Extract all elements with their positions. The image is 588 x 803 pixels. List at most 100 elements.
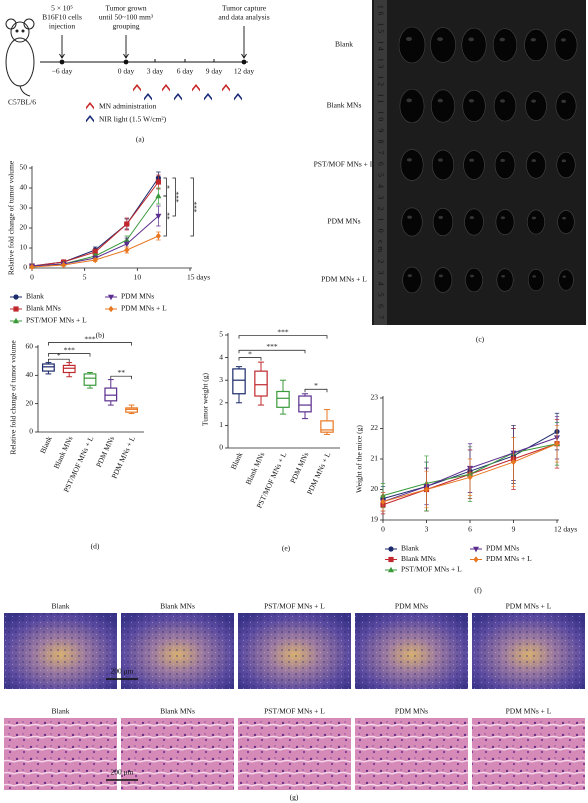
tumor [400, 149, 424, 181]
y-tick-label: 21 [371, 454, 379, 463]
tumor-gloss [531, 216, 536, 220]
significance-label: *** [266, 342, 278, 351]
micrograph [121, 718, 234, 790]
tumor [464, 208, 484, 236]
tumor [556, 151, 576, 179]
tumor [401, 207, 423, 237]
y-tick-label: 60 [26, 342, 34, 351]
chevron [162, 84, 170, 92]
tumor [492, 28, 518, 62]
marker [92, 256, 98, 264]
y-tick-label: 20 [371, 484, 379, 493]
x-tick-label: 10 [134, 273, 142, 282]
significance-bracket [238, 349, 306, 354]
significance-bracket [304, 388, 328, 393]
y-tick-label: 20 [20, 223, 28, 232]
legend-label: PDM MNs [121, 292, 154, 301]
tumor-gloss [469, 158, 474, 162]
box [254, 370, 268, 397]
significance-bracket [190, 177, 194, 237]
ruler-scale: 16 15 14 13 12 11 10 9 8 7 6 5 4 3 2 1 0… [376, 5, 385, 319]
chevron [86, 115, 94, 123]
tumor [525, 91, 547, 121]
tumor-gloss [500, 158, 505, 162]
tumor [493, 90, 517, 122]
injection-text: B16F10 cells [42, 13, 82, 22]
y-tick-label: 23 [371, 393, 379, 402]
y-tick-label: 0 [219, 443, 223, 452]
tumor [557, 210, 575, 234]
x-tick-label: Blank [229, 451, 245, 471]
y-tick-label: 4 [219, 352, 223, 361]
legend-label: Blank [26, 292, 44, 301]
significance-bracket [48, 358, 70, 363]
tumor [558, 269, 574, 291]
significance-label: * [165, 185, 174, 189]
significance-label: *** [277, 327, 289, 336]
marker [155, 192, 162, 199]
y-tick-label: 10 [20, 243, 28, 252]
tumor-gloss [530, 37, 536, 42]
arrow-head [123, 53, 129, 59]
marker [124, 246, 130, 254]
chevron [222, 84, 230, 92]
tumor [526, 151, 546, 179]
x-tick-label: Blank MNs [52, 435, 75, 470]
tumor-gloss [562, 216, 567, 220]
significance-bracket [238, 357, 262, 361]
micrograph [238, 718, 351, 790]
arrow-head [241, 53, 247, 59]
tumor-gloss [407, 274, 412, 278]
chevron [204, 93, 212, 101]
box [276, 390, 290, 408]
y-axis-label: Relative fold change of tumor volume [9, 340, 18, 455]
significance-label: * [248, 349, 252, 358]
tumor-gloss [468, 37, 474, 42]
tumor-gloss [407, 215, 412, 219]
panel-label: (a) [136, 135, 145, 144]
x-tick-label: 12 days [554, 525, 577, 534]
micrograph [355, 718, 468, 790]
tumor [524, 28, 548, 62]
group-label: PDM MNs [395, 707, 428, 716]
tumor [402, 266, 422, 294]
legend-marker [388, 566, 394, 573]
scale-label: 200 μm [111, 768, 134, 777]
day-label: −6 day [52, 67, 73, 76]
marker [123, 241, 130, 248]
tumor-gloss [562, 275, 566, 278]
day-label: 12 day [234, 67, 254, 76]
y-tick-label: 2 [219, 398, 223, 407]
group-label: PDM MNs [395, 602, 428, 611]
group-label: Blank [335, 40, 353, 49]
panel-label: (d) [91, 542, 100, 551]
grouping-text: Tumor grown [105, 4, 146, 13]
chevron [174, 93, 182, 101]
tumor-gloss [560, 38, 566, 42]
tumor [526, 209, 546, 235]
ruler [374, 0, 387, 325]
injection-text: injection [49, 22, 75, 31]
group-label: PST/MOF MNs + L [264, 707, 325, 716]
tumor-gloss [438, 274, 443, 278]
tumor-gloss [437, 37, 443, 42]
panel-label: (f) [474, 586, 482, 595]
tumor [430, 89, 455, 123]
scale-label: 200 μm [111, 667, 134, 676]
y-tick-label: 5 [219, 330, 223, 339]
panel-label: (g) [290, 793, 299, 802]
legend-marker [13, 317, 19, 324]
group-label: PST/MOF MNs + L [264, 602, 325, 611]
chevron [192, 84, 200, 92]
tumor-gloss [531, 99, 536, 103]
legend-marker [388, 556, 394, 563]
tumor [398, 26, 426, 64]
x-tick-label: 5 [83, 273, 87, 282]
y-tick-label: 30 [20, 203, 28, 212]
chevron [86, 102, 94, 110]
legend-label: Blank [401, 544, 419, 553]
y-tick-label: 0 [29, 427, 33, 436]
mouse-icon [5, 18, 35, 97]
grouping-text: grouping [112, 22, 139, 31]
x-tick-label: 0 [30, 273, 34, 282]
